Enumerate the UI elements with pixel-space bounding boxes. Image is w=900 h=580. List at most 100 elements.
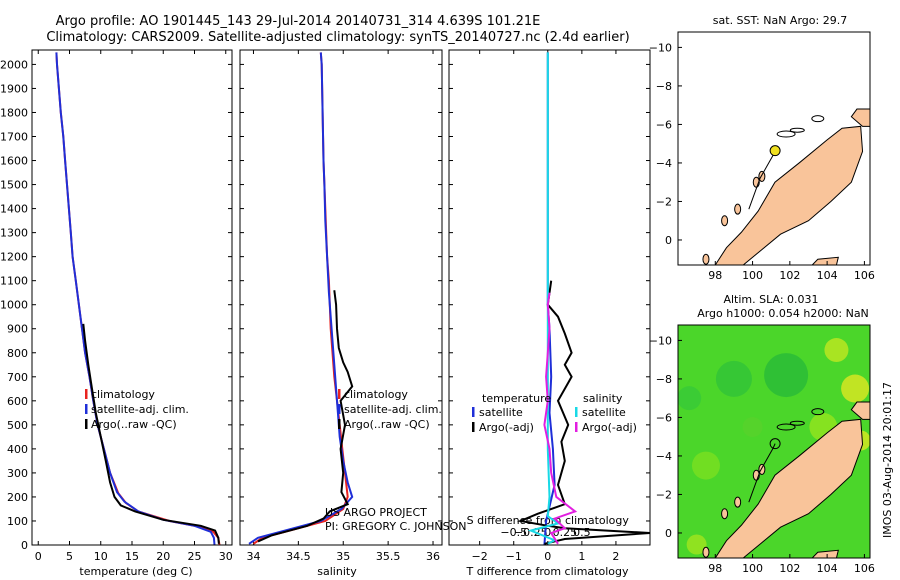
difference-legend-swatch [575, 422, 578, 432]
map-ytick-label: −8 [656, 80, 672, 93]
map-ytick-label: −10 [649, 41, 672, 54]
depth-tick-label: 1800 [0, 106, 28, 119]
temperature-series-1 [55, 52, 216, 545]
sla-anomaly-blob [841, 374, 870, 403]
salinity-legend-label: satellite-adj. clim. [344, 403, 442, 416]
argo-profile-marker [769, 438, 781, 450]
depth-tick-label: 300 [7, 467, 28, 480]
depth-tick-label: 1000 [0, 299, 28, 312]
map-xtick-label: 106 [854, 269, 875, 282]
map-ytick-label: −6 [656, 411, 672, 424]
temperature-legend-label: climatology [91, 388, 155, 401]
map-xtick-label: 98 [708, 269, 722, 282]
difference-series-1 [516, 280, 650, 545]
map-xtick-label: 104 [817, 269, 838, 282]
salinity-diff-tick-label: −0.5 [500, 526, 527, 539]
depth-tick-label: 1700 [0, 131, 28, 144]
chart_data.0.xtick_labels-tick-label: 15 [125, 550, 139, 563]
depth-tick-label: 1600 [0, 155, 28, 168]
island [734, 203, 742, 215]
chart_data.0.xtick_labels-tick-label: 20 [156, 550, 170, 563]
header-line-2: Climatology: CARS2009. Satellite-adjuste… [46, 30, 629, 45]
bathymetry-contour [811, 408, 825, 416]
map-xtick-label: 102 [779, 269, 800, 282]
map-4-frame [677, 324, 871, 559]
difference-xlabel: T difference from climatology [466, 565, 629, 578]
land-java [850, 401, 870, 420]
island [758, 170, 766, 182]
map-xtick-label: 100 [742, 562, 763, 575]
map-xtick-label: 106 [854, 562, 875, 575]
map-ytick-label: 0 [665, 234, 672, 247]
sla-anomaly-blob [764, 353, 809, 398]
chart_data.2.xtick_labels-tick-label: 2 [612, 550, 619, 563]
land-java [850, 108, 870, 127]
map-ytick-label: −4 [656, 450, 672, 463]
map-ytick-label: −2 [656, 488, 672, 501]
depth-tick-label: 500 [7, 419, 28, 432]
difference-series-2 [527, 52, 561, 545]
depth-tick-label: 1100 [0, 275, 28, 288]
salinity-xlabel: salinity [317, 565, 357, 578]
chart_data.2.xtick_labels-tick-label: −1 [506, 550, 522, 563]
bathymetry-contour [776, 423, 796, 431]
depth-tick-label: 1900 [0, 82, 28, 95]
difference-series-3 [543, 292, 578, 545]
difference-legend-label: Argo(-adj) [582, 421, 637, 434]
depth-tick-label: 1200 [0, 251, 28, 264]
pi-annotation: PI: GREGORY C. JOHNSON [325, 520, 466, 533]
temperature-series-2 [82, 323, 220, 544]
sla-map-title-2: Argo h1000: 0.054 h2000: NaN [697, 307, 869, 320]
chart_data.1.xtick_labels-tick-label: 36 [426, 550, 440, 563]
chart_data.2.xtick_labels-tick-label: −2 [472, 550, 488, 563]
chart_data.1.xtick_labels-tick-label: 35 [336, 550, 350, 563]
sla-anomaly-blob [824, 338, 849, 363]
bathymetry-contour [789, 127, 805, 133]
salinity-series-1 [248, 52, 354, 545]
temperature-legend-label: satellite-adj. clim. [91, 403, 189, 416]
depth-tick-label: 900 [7, 323, 28, 336]
bathymetry-contour [776, 130, 796, 138]
map-3-frame [677, 31, 871, 266]
salinity-legend-swatch [338, 389, 341, 399]
land-malaya [811, 549, 839, 558]
float-track [748, 443, 776, 503]
depth-tick-label: 200 [7, 491, 28, 504]
chart_data.1.xtick_labels-tick-label: 34 [246, 550, 260, 563]
depth-tick-label: 0 [21, 539, 28, 552]
header-line-1: Argo profile: AO 1901445_143 29-Jul-2014… [56, 14, 541, 29]
chart_data.0.xtick_labels-tick-label: 10 [94, 550, 108, 563]
island [721, 508, 729, 520]
depth-tick-label: 800 [7, 347, 28, 360]
map-3-layer [678, 108, 870, 265]
map-ytick-label: −2 [656, 195, 672, 208]
salinity-legend-label: climatology [344, 388, 408, 401]
difference-legend-swatch [472, 422, 475, 432]
depth-tick-label: 1300 [0, 227, 28, 240]
island [721, 215, 729, 227]
chart_data.1.xtick_labels-tick-label: 35.5 [376, 550, 401, 563]
sla-anomaly-blob [691, 451, 720, 480]
sla-anomaly-blob [715, 360, 752, 397]
depth-tick-label: 2000 [0, 58, 28, 71]
map-xtick-label: 104 [817, 562, 838, 575]
chart_data.0.xtick_labels-tick-label: 25 [188, 550, 202, 563]
legend-header-temperature: temperature [482, 392, 551, 405]
difference-legend-swatch [575, 407, 578, 417]
salinity-legend-label: Argo(..raw -QC) [344, 418, 430, 431]
island [758, 463, 766, 475]
depth-tick-label: 1400 [0, 203, 28, 216]
sla-map-title-1: Altim. SLA: 0.031 [723, 293, 818, 306]
argo-profile-marker [769, 145, 781, 157]
project-annotation: US ARGO PROJECT [325, 506, 427, 519]
temperature-frame [31, 49, 233, 546]
difference-legend-label: Argo(-adj) [479, 421, 534, 434]
bathymetry-contour [811, 115, 825, 123]
depth-tick-label: 400 [7, 443, 28, 456]
island [702, 546, 710, 558]
chart_data.0.xtick_labels-tick-label: 0 [35, 550, 42, 563]
map-ytick-label: 0 [665, 527, 672, 540]
sla-anomaly-blob [678, 386, 702, 411]
